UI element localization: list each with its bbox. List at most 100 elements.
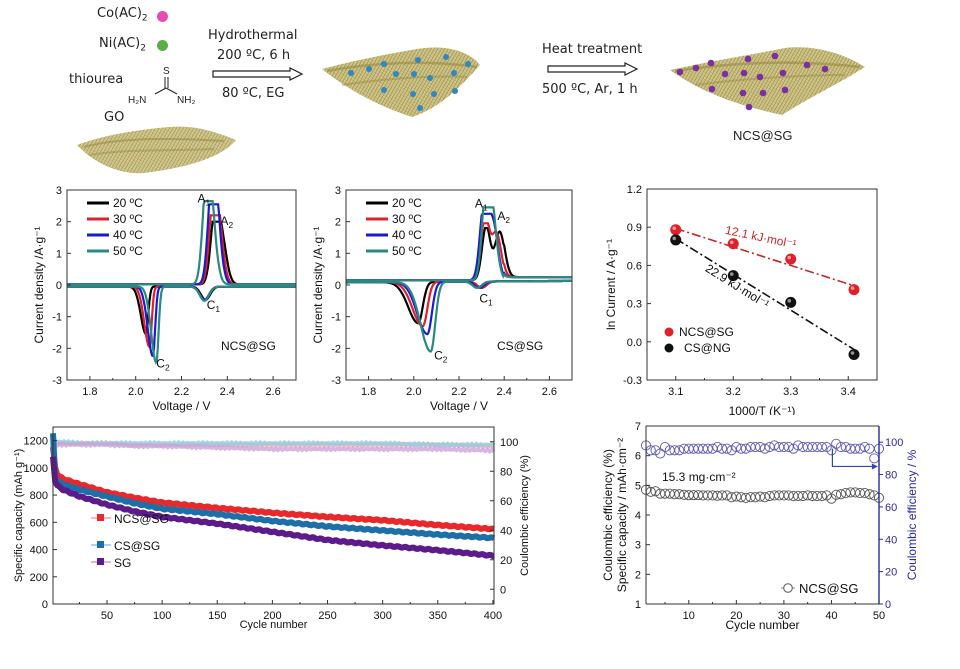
x-tick-label: 1.8 — [82, 386, 97, 398]
x-tick-label: 400 — [484, 610, 502, 622]
y-tick-label: 1000 — [24, 463, 48, 475]
y-axis-label-extra: Coulombic efficiency (%) — [601, 449, 615, 581]
cv-ncs-chart: 20 ºC 30 ºC 40 ºC 50 ºC 1.8 2.0 2.2 2.4 2.6 -3 -2 -… — [32, 185, 297, 413]
y-tick-label: 3 — [335, 185, 341, 197]
product-sheet-icon — [670, 47, 865, 116]
legend-label: 50 ºC — [392, 244, 422, 258]
ce-point — [674, 445, 685, 456]
x-tick-label: 20 — [730, 610, 742, 622]
y-tick-label: 3 — [56, 185, 62, 197]
cv-curve-reduction-0 — [346, 279, 572, 325]
data-point-highlight — [787, 255, 792, 260]
step1-condition-2: 200 ºC, 6 h — [217, 48, 291, 63]
peak-label-C2: C2 — [156, 356, 170, 372]
cv-curve-oxidation-0 — [67, 220, 296, 286]
x-tick-label: 2.6 — [542, 386, 557, 398]
peak-label-C1: C1 — [207, 298, 221, 314]
y-right-axis-label: Coulombic efficiency (%) — [519, 455, 531, 576]
go-label: GO — [104, 110, 125, 125]
y-right-axis-label: Coulombic efficiency / % — [905, 449, 919, 580]
x-tick-label: 2.2 — [451, 386, 466, 398]
x-axis-label: 1000/T (K⁻¹) — [729, 404, 796, 415]
y-right-tick-label: 40 — [885, 534, 897, 546]
x-tick-label: 50 — [101, 610, 113, 622]
ce-point — [717, 443, 728, 454]
y-tick-label: -3 — [52, 375, 62, 387]
x-tick-label: 3.2 — [726, 386, 741, 398]
fit-line-1 — [675, 237, 855, 351]
capacity-point — [759, 492, 770, 503]
cv-curve-reduction-3 — [346, 279, 572, 353]
ce-point — [759, 443, 770, 454]
cv-curve-reduction-1 — [346, 279, 572, 328]
y-tick-label: 2 — [335, 217, 341, 229]
legend-label: NCS@SG — [799, 581, 858, 596]
y-right-tick-label: 100 — [500, 437, 518, 449]
data-point — [670, 224, 682, 236]
y-tick-label: -2 — [331, 343, 341, 355]
data-point — [785, 253, 797, 265]
y-tick-label: 0.6 — [627, 260, 642, 272]
x-axis-label: Cycle number — [240, 619, 308, 631]
reagent-co-label: Co(AC) — [97, 6, 142, 21]
ce-point — [793, 440, 804, 451]
y-tick-label: 1 — [56, 248, 62, 260]
ce-point — [740, 443, 751, 454]
step1-condition-1: Hydrothermal — [208, 28, 298, 43]
y-tick-label: -1 — [331, 312, 341, 324]
intermediate-sheet-icon — [322, 47, 480, 117]
ce-point — [840, 441, 851, 453]
thiourea-structure-icon: S H₂N NH₂ — [128, 66, 195, 106]
thiourea-label: thiourea — [69, 72, 124, 87]
x-tick-label: 250 — [318, 610, 336, 622]
ce-point — [826, 445, 837, 456]
legend-marker — [97, 514, 104, 521]
y-right-tick-label: 20 — [500, 555, 512, 567]
legend-label: 20 ºC — [392, 196, 422, 210]
cv-curve-oxidation-2 — [67, 203, 296, 286]
legend-label: CS@NG — [684, 341, 731, 355]
step2-arrow-icon — [547, 62, 639, 76]
legend-label: NCS@SG — [114, 512, 169, 526]
y-tick-label: 2 — [635, 569, 641, 581]
product-label: NCS@SG — [733, 128, 793, 143]
ce-point — [655, 448, 666, 459]
data-point-highlight — [672, 236, 677, 241]
legend-marker — [664, 327, 674, 337]
y-tick-label: 7 — [635, 421, 641, 433]
y-right-tick-label: 80 — [885, 470, 897, 482]
y-tick-label: 6 — [635, 451, 641, 463]
x-axis-label: Cycle number — [725, 618, 799, 632]
x-tick-label: 2.2 — [174, 386, 189, 398]
peak-label-A2: A2 — [497, 209, 510, 225]
y-tick-label: 5 — [635, 480, 641, 492]
x-tick-label: 2.6 — [265, 386, 280, 398]
x-tick-label: 100 — [153, 610, 171, 622]
y-tick-label: -1 — [52, 312, 62, 324]
ce-point — [783, 441, 794, 453]
legend-label: 30 ºC — [113, 212, 143, 226]
y-right-tick-label: 0 — [885, 599, 891, 611]
y-right-tick-label: 60 — [500, 496, 512, 508]
y-axis-label: ln Current / A·g⁻¹ — [604, 239, 618, 330]
y-tick-label: 1 — [635, 599, 641, 611]
ce-point — [869, 453, 880, 464]
y-tick-label: 2 — [56, 217, 62, 229]
capacity-point — [864, 489, 875, 500]
peak-label-A1: A1 — [475, 196, 488, 212]
legend-label: 50 ºC — [113, 244, 143, 258]
data-point — [785, 296, 797, 308]
x-tick-label: 40 — [825, 610, 837, 622]
cobalt-dot-icon — [157, 11, 168, 22]
y-axis-label: Current density /A·g⁻¹ — [32, 226, 46, 343]
axis-arrowhead-icon — [871, 463, 878, 470]
capacity-point — [835, 489, 847, 500]
x-axis-label: Voltage / V — [430, 399, 488, 413]
x-axis-label: Voltage / V — [152, 399, 210, 413]
legend-marker — [783, 583, 793, 593]
ce-point — [669, 445, 680, 456]
y-right-tick-label: 20 — [885, 567, 897, 579]
fit-line-0 — [675, 227, 855, 287]
y-axis-label: Specific capacity / mAh·cm⁻² — [615, 438, 629, 592]
capacity-point — [854, 487, 866, 499]
